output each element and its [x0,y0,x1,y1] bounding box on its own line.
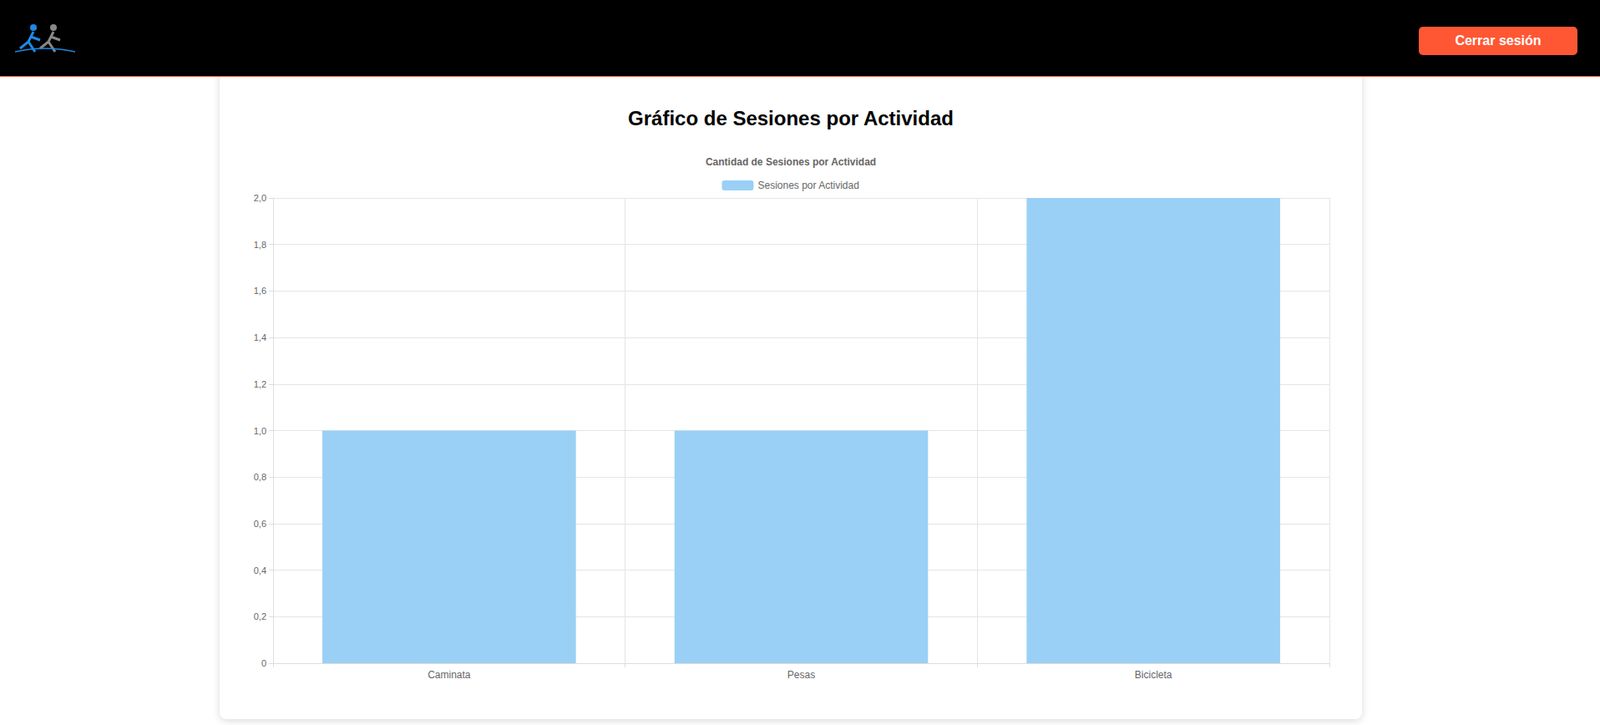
svg-text:0,2: 0,2 [253,611,267,622]
svg-text:1,4: 1,4 [253,332,267,343]
svg-text:1,2: 1,2 [253,379,267,390]
svg-text:Sesiones por Actividad: Sesiones por Actividad [757,179,859,192]
svg-text:1,8: 1,8 [253,239,267,250]
svg-text:0,4: 0,4 [253,565,267,576]
html-text:Cerrar sesión: Cerrar sesión [1455,33,1542,48]
svg-text:2,0: 2,0 [253,192,267,203]
svg-text:0,6: 0,6 [253,518,267,529]
svg-text:0,8: 0,8 [253,471,267,482]
svg-text:0: 0 [261,658,267,669]
svg-text:Cantidad de Sesiones por Activ: Cantidad de Sesiones por Actividad [705,156,876,168]
svg-text:Caminata: Caminata [427,668,471,681]
svg-text:1,0: 1,0 [253,425,267,436]
svg-text:Pesas: Pesas [787,668,816,681]
svg-text:1,6: 1,6 [253,285,267,296]
html-text:Gráfico de Sesiones por Activi: Gráfico de Sesiones por Actividad [627,106,954,130]
svg-text:Bicicleta: Bicicleta [1134,668,1173,681]
